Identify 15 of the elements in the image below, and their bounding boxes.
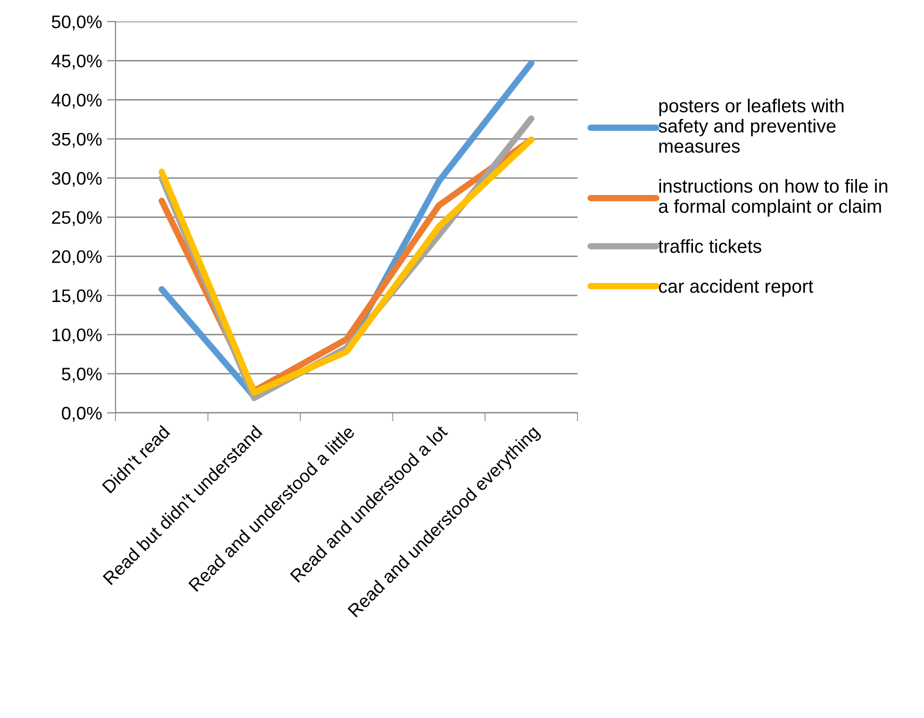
y-tick-label: 15,0%: [52, 289, 102, 304]
y-tick-label: 10,0%: [52, 328, 102, 344]
legend-label: traffic tickets: [658, 239, 762, 253]
legend-label: instructions on how to file in a formal complaint or claim: [658, 179, 888, 217]
y-tick-label: 30,0%: [52, 172, 102, 187]
legend-label: posters or leaflets with safety and preventive measures: [658, 98, 844, 153]
y-tick-label: 0,0%: [62, 406, 102, 422]
y-tick-label: 20,0%: [52, 250, 102, 266]
y-tick-label: 25,0%: [52, 211, 102, 226]
y-tick-label: 5,0%: [62, 368, 102, 383]
y-tick-label: 40,0%: [52, 94, 102, 109]
y-tick-label: 35,0%: [52, 132, 102, 148]
y-tick-label: 50,0%: [52, 15, 102, 30]
legend-label: car accident report: [658, 279, 814, 297]
y-tick-label: 45,0%: [52, 54, 102, 70]
